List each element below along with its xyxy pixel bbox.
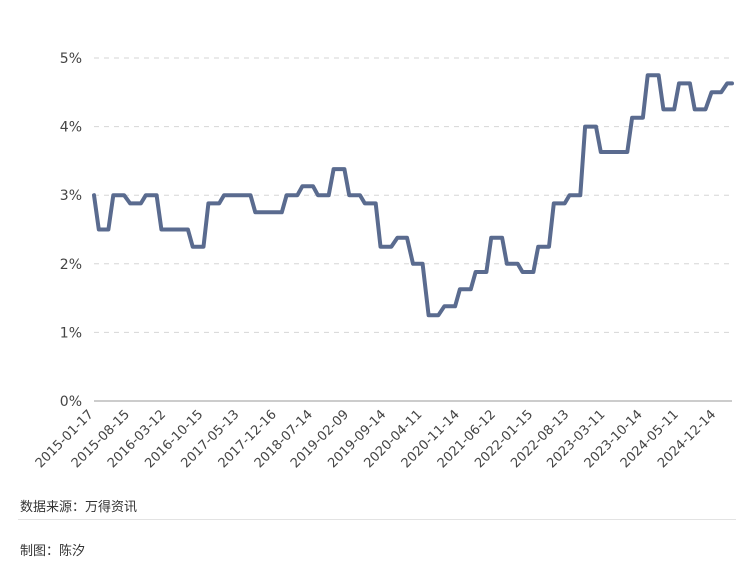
series-line	[92, 73, 734, 318]
data-source-note: 数据来源：万得资讯	[20, 500, 138, 515]
y-tick-label: 2%	[60, 257, 82, 273]
y-tick-label: 0%	[60, 394, 82, 410]
y-tick-label: 3%	[60, 188, 82, 204]
y-tick-label: 5%	[60, 51, 82, 67]
footer-divider	[18, 519, 736, 520]
y-tick-label: 4%	[60, 120, 82, 136]
chart-author-note: 制图：陈汐	[20, 544, 86, 559]
line-chart: 0% 1% 2% 3% 4% 5% 2015-01-172015-08-152016-03…	[33, 51, 734, 471]
x-axis-tick-labels: 2015-01-172015-08-152016-03-122016-10-15…	[33, 407, 719, 471]
gridlines	[94, 57, 732, 333]
y-tick-label: 1%	[60, 325, 82, 341]
y-axis-tick-labels: 0% 1% 2% 3% 4% 5%	[60, 51, 82, 410]
